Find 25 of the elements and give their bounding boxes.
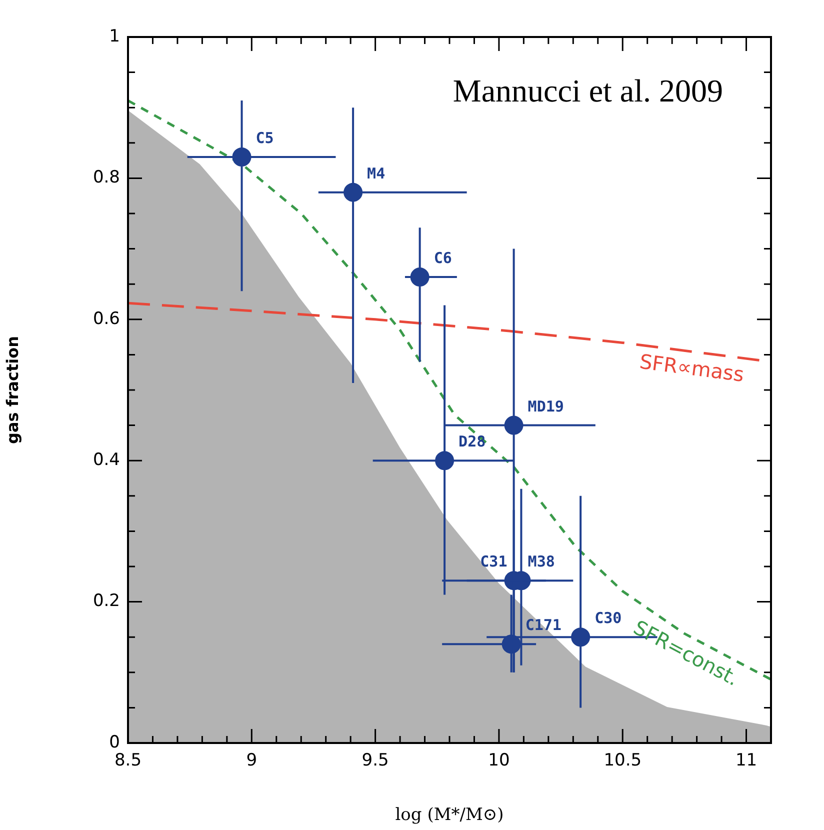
x-tick-label: 9.5 — [362, 750, 389, 771]
y-tick-label: 0.2 — [92, 591, 120, 612]
y-tick-label: 0 — [109, 732, 120, 752]
annotation: C171 — [525, 616, 562, 634]
x-tick-label: 10 — [488, 750, 510, 771]
y-tick-label: 0.4 — [92, 450, 120, 470]
x-tick-label: 10.5 — [604, 750, 642, 771]
annotation: D28 — [458, 432, 486, 451]
y-tick-label: 0.8 — [92, 168, 120, 188]
annotation: C31 — [480, 552, 508, 571]
annotation: C5 — [256, 129, 274, 148]
y-tick-label: 0.6 — [92, 308, 120, 329]
annotation: MD19 — [528, 397, 564, 416]
annotation: C6 — [434, 249, 452, 268]
y-axis-title: gas fraction — [2, 336, 22, 444]
annotation: Mannucci et al. 2009 — [452, 72, 723, 108]
x-tick-label: 9 — [246, 750, 258, 771]
x-tick-label: 8.5 — [114, 750, 142, 771]
x-axis-title: log (M*/M⊙) — [395, 805, 504, 826]
annotation: M4 — [367, 164, 386, 182]
y-tick-label: 1 — [109, 26, 120, 46]
text: SFR∝mass — [638, 349, 746, 387]
annotation: C30 — [594, 609, 622, 628]
x-tick-label: 11 — [735, 750, 758, 771]
annotation: M38 — [528, 552, 555, 571]
